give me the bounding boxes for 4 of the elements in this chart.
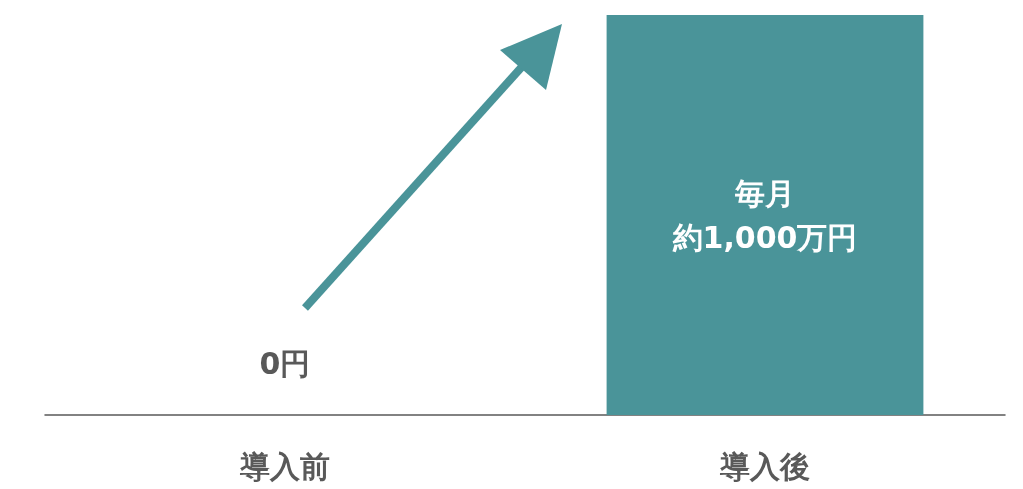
data-label: 毎月約1,000万円 <box>671 175 858 255</box>
data-label: 0円 <box>259 345 311 381</box>
x-tick-label: 導入前 <box>239 448 330 484</box>
x-tick-label: 導入後 <box>719 448 810 484</box>
